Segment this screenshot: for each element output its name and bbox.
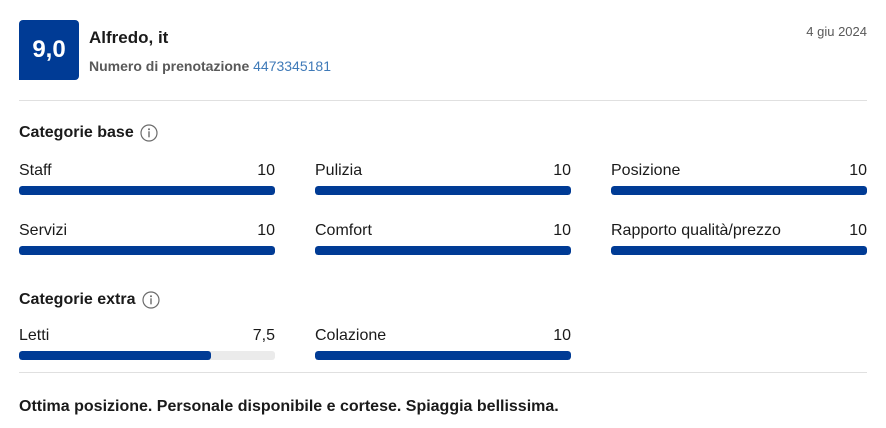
rating-posizione: Posizione 10 xyxy=(611,162,867,202)
booking-info: Numero di prenotazione 4473345181 xyxy=(89,58,331,74)
rating-bar xyxy=(611,246,867,255)
rating-value: 10 xyxy=(553,222,571,239)
review-header: 9,0 Alfredo, it Numero di prenotazione 4… xyxy=(19,20,867,80)
booking-label: Numero di prenotazione xyxy=(89,58,250,74)
rating-label: Rapporto qualità/prezzo xyxy=(611,222,781,239)
rating-servizi: Servizi 10 xyxy=(19,222,275,262)
rating-label: Pulizia xyxy=(315,162,363,179)
rating-label: Comfort xyxy=(315,222,372,239)
score-badge: 9,0 xyxy=(19,20,79,80)
base-categories-label: Categorie base xyxy=(19,124,134,141)
rating-pulizia: Pulizia 10 xyxy=(315,162,571,202)
review-date: 4 giu 2024 xyxy=(806,24,867,39)
extra-categories-label: Categorie extra xyxy=(19,291,136,308)
rating-bar xyxy=(611,186,867,195)
info-icon[interactable] xyxy=(141,291,160,309)
review-divider xyxy=(19,372,867,373)
rating-value: 10 xyxy=(849,222,867,239)
rating-bar xyxy=(19,186,275,195)
reviewer-name: Alfredo, it xyxy=(89,28,169,47)
rating-bar xyxy=(315,186,571,195)
info-icon[interactable] xyxy=(140,124,158,142)
rating-value: 10 xyxy=(257,162,275,179)
review-text: Ottima posizione. Personale disponibile … xyxy=(19,398,559,415)
rating-bar xyxy=(315,351,571,360)
rating-staff: Staff 10 xyxy=(19,162,275,202)
header-divider xyxy=(19,100,867,101)
rating-letti: Letti 7,5 xyxy=(19,327,275,367)
rating-value: 10 xyxy=(257,222,275,239)
rating-value: 10 xyxy=(553,162,571,179)
rating-comfort: Comfort 10 xyxy=(315,222,571,262)
extra-categories-title: Categorie extra xyxy=(19,291,160,309)
rating-label: Staff xyxy=(19,162,52,179)
rating-rapporto-qualita-prezzo: Rapporto qualità/prezzo 10 xyxy=(611,222,867,262)
rating-label: Posizione xyxy=(611,162,681,179)
rating-label: Servizi xyxy=(19,222,68,239)
rating-label: Letti xyxy=(19,327,50,344)
base-categories-title: Categorie base xyxy=(19,124,158,142)
rating-bar xyxy=(19,246,275,255)
rating-bar xyxy=(19,351,275,360)
booking-number-link[interactable]: 4473345181 xyxy=(253,58,331,74)
rating-value: 10 xyxy=(553,327,571,344)
rating-colazione: Colazione 10 xyxy=(315,327,571,367)
rating-value: 7,5 xyxy=(252,327,275,344)
rating-bar xyxy=(315,246,571,255)
rating-label: Colazione xyxy=(315,327,387,344)
rating-value: 10 xyxy=(849,162,867,179)
